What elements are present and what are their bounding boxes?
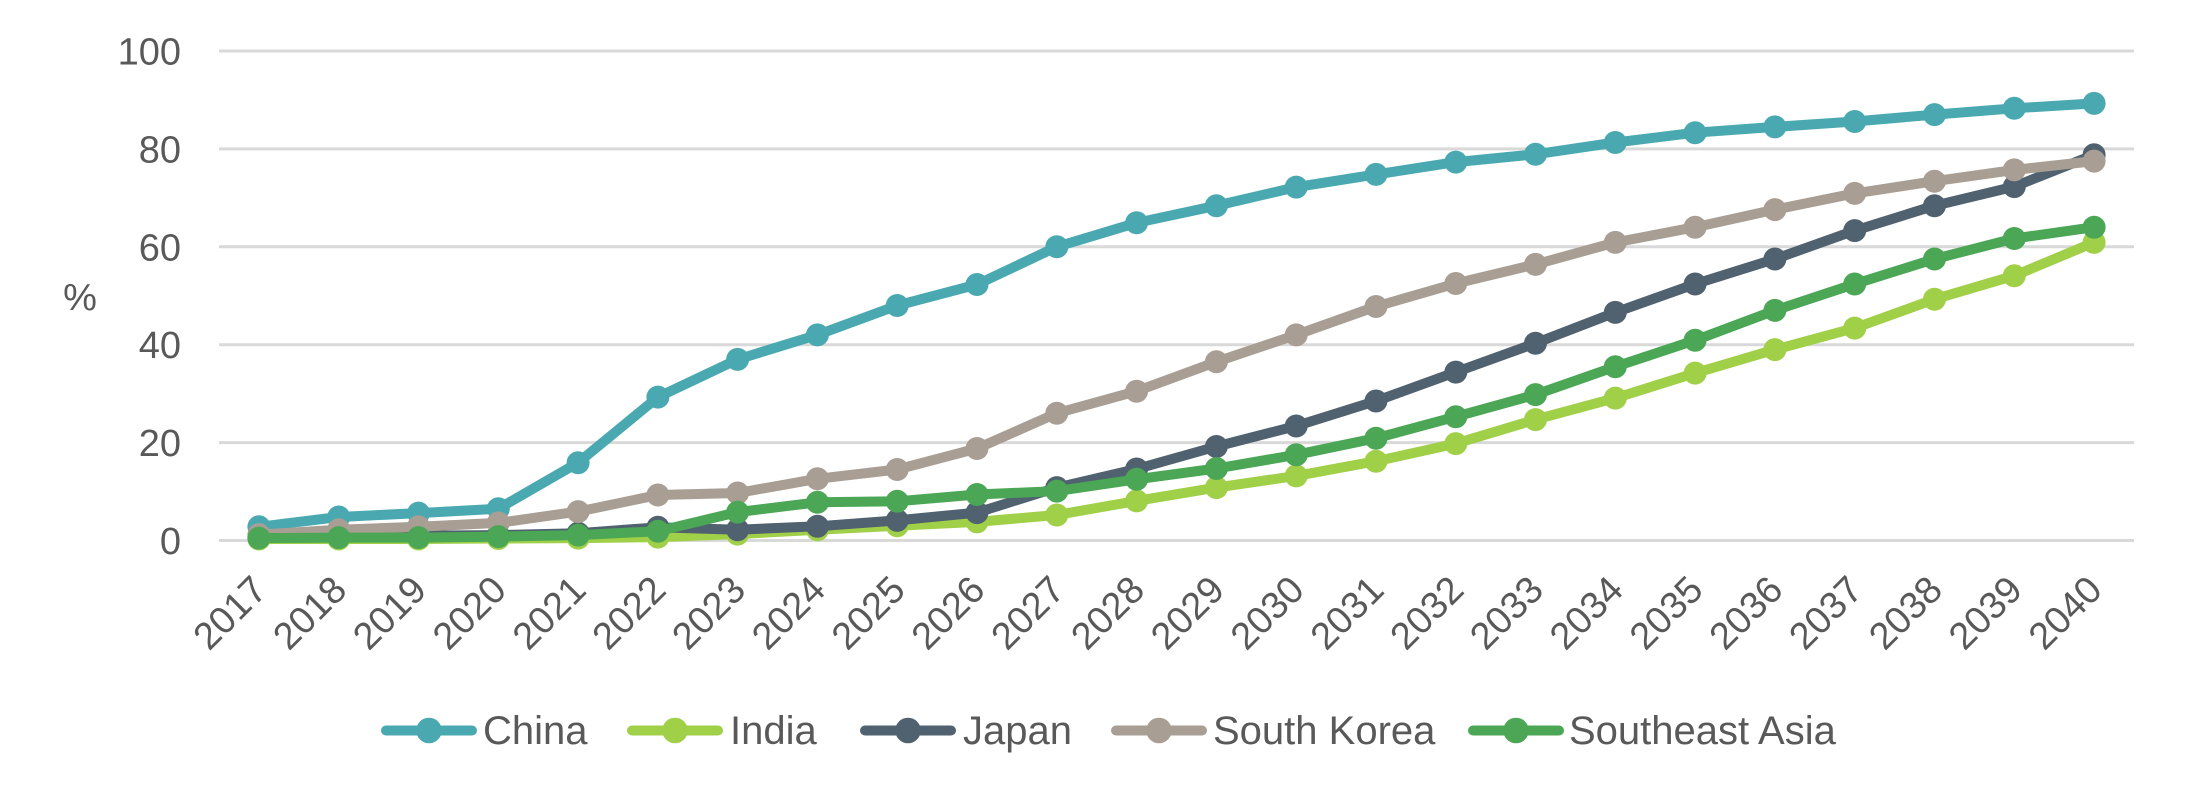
svg-text:60: 60 bbox=[139, 227, 181, 269]
svg-text:China: China bbox=[483, 709, 588, 753]
svg-text:40: 40 bbox=[139, 325, 181, 367]
svg-text:South Korea: South Korea bbox=[1213, 709, 1436, 753]
svg-text:India: India bbox=[730, 709, 817, 753]
svg-text:0: 0 bbox=[160, 521, 181, 563]
svg-text:80: 80 bbox=[139, 129, 181, 171]
svg-text:%: % bbox=[63, 277, 97, 319]
svg-text:Japan: Japan bbox=[963, 709, 1072, 753]
svg-text:Southeast Asia: Southeast Asia bbox=[1569, 709, 1837, 753]
svg-text:100: 100 bbox=[118, 32, 181, 74]
svg-text:20: 20 bbox=[139, 423, 181, 465]
